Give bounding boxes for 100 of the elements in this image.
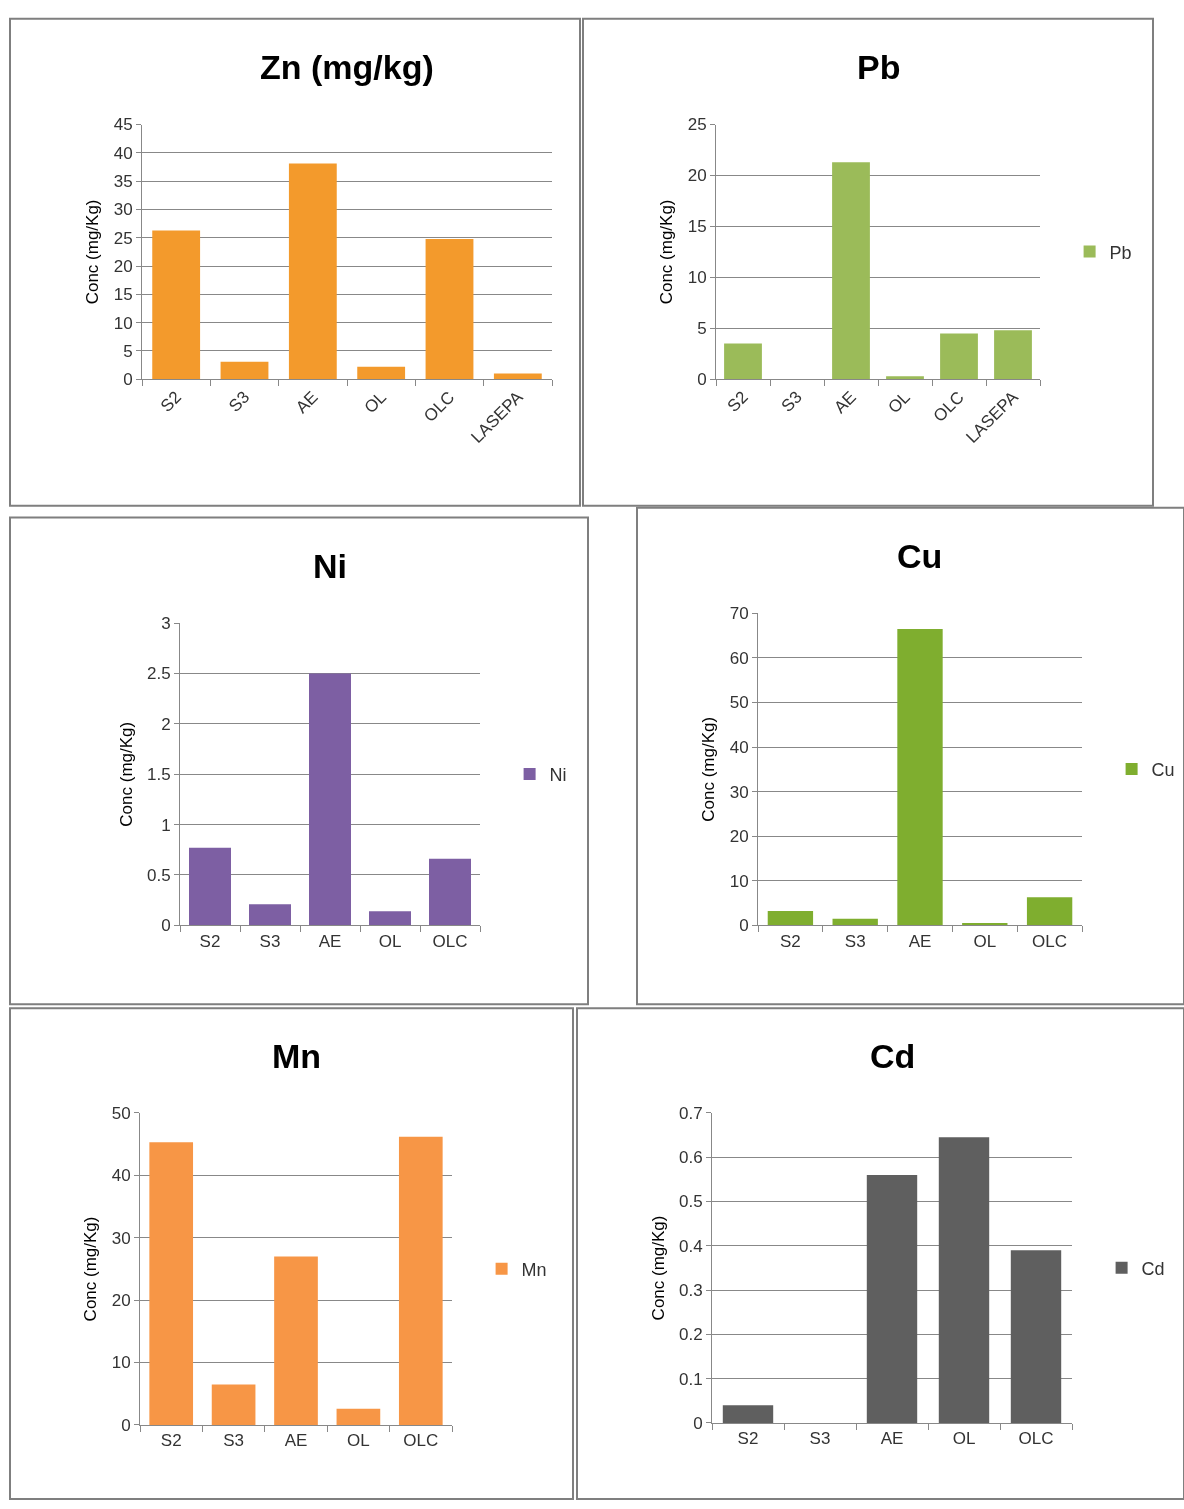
bar bbox=[940, 333, 978, 380]
y-tick-label: 5 bbox=[697, 319, 707, 339]
y-tick-label: 0.2 bbox=[678, 1325, 703, 1345]
bar bbox=[398, 1136, 443, 1425]
bar bbox=[274, 1256, 318, 1425]
y-tick-label: 0.5 bbox=[678, 1192, 703, 1212]
x-tick-label: S3 bbox=[777, 387, 806, 416]
y-axis-title: Conc (mg/Kg) bbox=[83, 199, 103, 305]
x-tick-label: AE bbox=[830, 387, 860, 418]
x-tick-label: S2 bbox=[780, 931, 801, 951]
y-tick-label: 10 bbox=[729, 871, 749, 891]
y-tick-label: 25 bbox=[113, 228, 133, 248]
y-axis-title: Conc (mg/Kg) bbox=[81, 1216, 101, 1322]
y-tick-label: 40 bbox=[111, 1166, 131, 1186]
legend-label: Mn bbox=[521, 1259, 547, 1280]
x-tick-label: S3 bbox=[259, 931, 281, 951]
bar bbox=[369, 911, 411, 926]
y-tick-label: 0.5 bbox=[146, 865, 171, 885]
bar bbox=[866, 1174, 918, 1423]
bar bbox=[1010, 1250, 1062, 1423]
bar bbox=[149, 1142, 194, 1425]
y-tick-label: 2 bbox=[161, 714, 171, 734]
y-tick-label: 10 bbox=[113, 313, 133, 333]
y-tick-label: 10 bbox=[687, 268, 707, 288]
y-tick-label: 20 bbox=[687, 166, 707, 186]
y-tick-label: 0 bbox=[121, 1415, 131, 1435]
x-tick-label: AE bbox=[284, 1431, 308, 1451]
y-tick-label: 10 bbox=[111, 1353, 131, 1373]
x-tick-label: S3 bbox=[844, 931, 866, 951]
y-tick-label: 45 bbox=[113, 115, 133, 135]
x-tick-label: S3 bbox=[223, 1431, 244, 1451]
bar bbox=[211, 1384, 256, 1425]
y-tick-label: 35 bbox=[113, 172, 133, 192]
y-tick-label: 30 bbox=[113, 200, 133, 220]
x-tick-label: S3 bbox=[225, 387, 254, 416]
bar bbox=[189, 847, 231, 926]
y-tick-label: 0 bbox=[123, 370, 133, 390]
x-tick-label: S2 bbox=[160, 1431, 182, 1451]
y-tick-label: 20 bbox=[111, 1291, 131, 1311]
legend-label: Cu bbox=[1151, 760, 1175, 781]
bar bbox=[722, 1405, 774, 1423]
legend-label: Pb bbox=[1109, 242, 1132, 263]
bar bbox=[832, 162, 870, 380]
y-tick-label: 40 bbox=[113, 143, 133, 163]
y-tick-label: 0 bbox=[693, 1413, 703, 1433]
legend-label: Cd bbox=[1141, 1258, 1165, 1279]
y-tick-label: 0.6 bbox=[678, 1148, 703, 1168]
y-tick-label: 70 bbox=[729, 604, 749, 624]
x-tick-label: OL bbox=[884, 387, 914, 418]
x-tick-label: AE bbox=[880, 1429, 904, 1449]
bar bbox=[994, 330, 1032, 380]
y-axis-title: Conc (mg/Kg) bbox=[116, 721, 136, 827]
y-tick-label: 5 bbox=[123, 341, 133, 361]
y-tick-label: 50 bbox=[729, 693, 749, 713]
y-tick-label: 30 bbox=[111, 1228, 131, 1248]
x-tick-label: OLC bbox=[432, 931, 468, 951]
y-tick-label: 15 bbox=[687, 217, 707, 237]
bar bbox=[938, 1137, 990, 1423]
x-tick-label: OLC bbox=[403, 1431, 439, 1451]
x-tick-label: AE bbox=[318, 931, 342, 951]
x-tick-label: AE bbox=[292, 387, 322, 418]
bar bbox=[1026, 897, 1073, 926]
bar bbox=[767, 911, 814, 926]
y-axis-title: Conc (mg/Kg) bbox=[657, 199, 677, 305]
bar bbox=[425, 238, 474, 380]
bar bbox=[897, 628, 943, 926]
x-tick-label: S2 bbox=[199, 931, 221, 951]
bar bbox=[724, 343, 762, 380]
bar bbox=[309, 673, 351, 926]
bar bbox=[249, 904, 291, 926]
bar bbox=[429, 858, 471, 926]
x-tick-label: S3 bbox=[809, 1429, 831, 1449]
y-tick-label: 20 bbox=[729, 827, 749, 847]
x-tick-label: S2 bbox=[156, 387, 186, 416]
x-tick-label: OL bbox=[378, 931, 402, 951]
y-tick-label: 2.5 bbox=[146, 664, 171, 684]
bar bbox=[288, 163, 337, 380]
legend-label: Ni bbox=[549, 764, 567, 785]
bar bbox=[152, 230, 201, 380]
y-tick-label: 3 bbox=[161, 614, 171, 634]
chart-title: Pb bbox=[857, 48, 901, 86]
x-tick-label: OLC bbox=[1018, 1429, 1054, 1449]
y-tick-label: 15 bbox=[113, 285, 133, 305]
y-tick-label: 0.3 bbox=[678, 1281, 703, 1301]
x-tick-label: AE bbox=[908, 931, 932, 951]
bar bbox=[886, 376, 924, 380]
y-tick-label: 0 bbox=[739, 916, 749, 936]
x-tick-label: S2 bbox=[737, 1429, 759, 1449]
y-axis-title: Conc (mg/Kg) bbox=[648, 1215, 668, 1321]
y-tick-label: 30 bbox=[729, 782, 749, 802]
chart-title: Cd bbox=[870, 1037, 916, 1075]
y-tick-label: 25 bbox=[687, 115, 707, 135]
y-tick-label: 50 bbox=[111, 1103, 131, 1123]
y-tick-label: 0.7 bbox=[678, 1103, 703, 1123]
chart-title: Cu bbox=[897, 537, 943, 575]
y-tick-label: 1 bbox=[161, 815, 171, 835]
y-tick-label: 60 bbox=[729, 648, 749, 668]
y-tick-label: 1.5 bbox=[146, 765, 171, 785]
chart-title: Zn (mg/kg) bbox=[260, 48, 434, 86]
chart-title: Mn bbox=[272, 1037, 322, 1075]
